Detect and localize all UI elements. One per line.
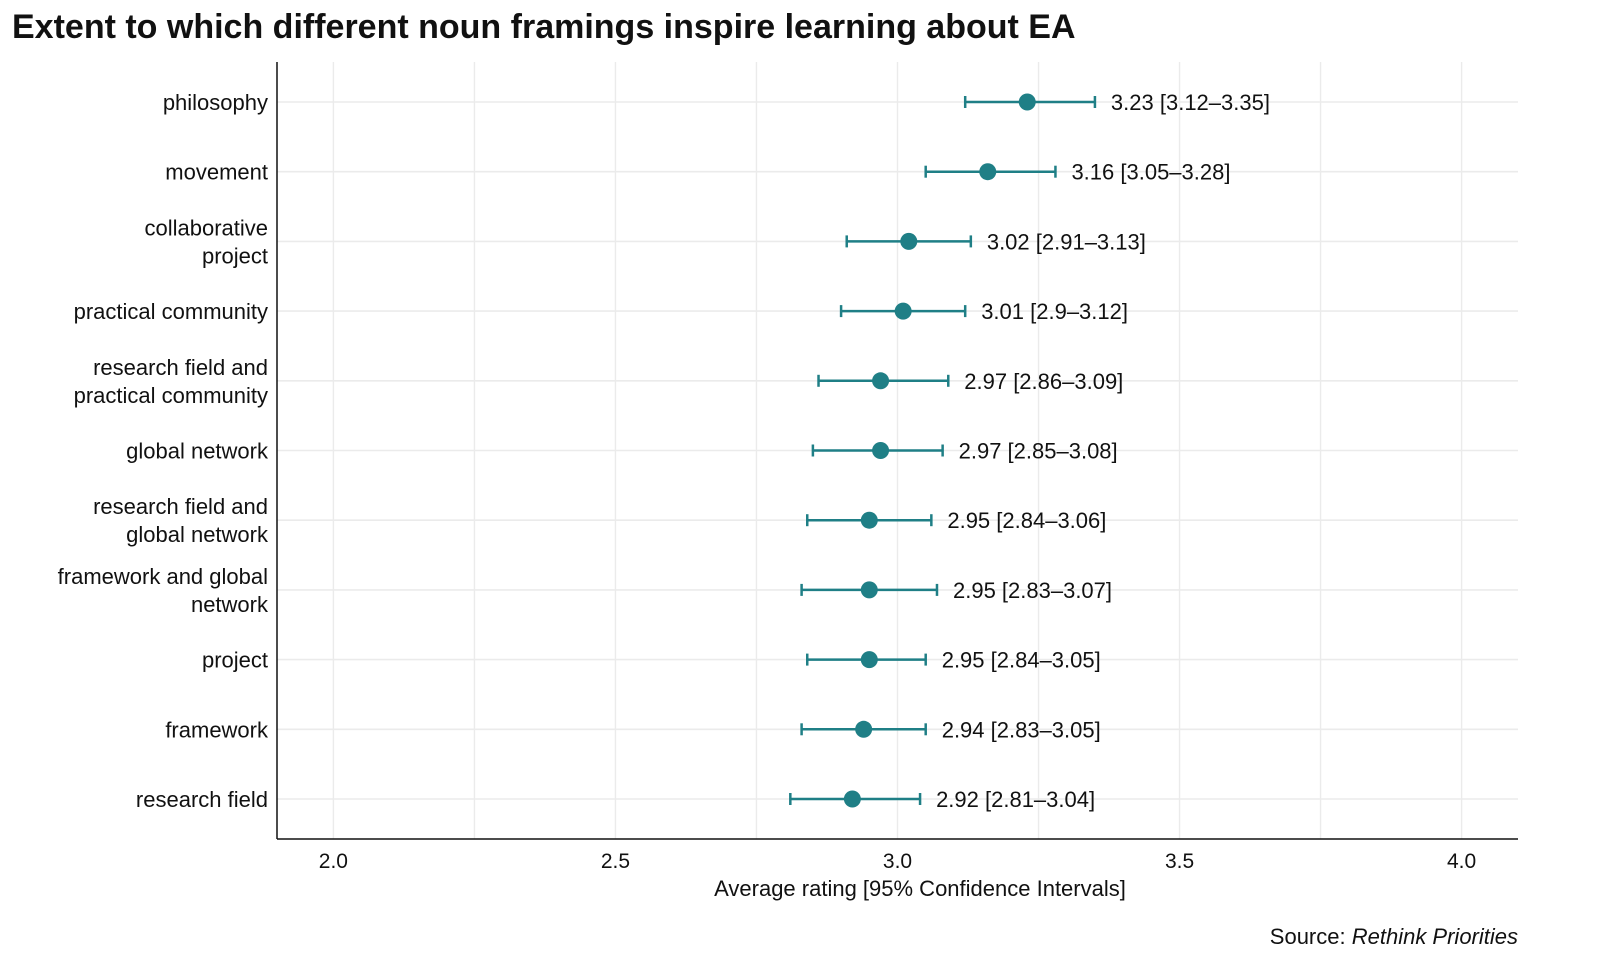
x-tick-label: 3.0 — [883, 850, 912, 873]
data-label: 3.01 [2.9–3.12] — [981, 299, 1128, 324]
data-row: research field and global network 2.95 [2.… — [93, 494, 1106, 547]
y-tick-label: framework — [165, 717, 269, 742]
x-tick-label: 4.0 — [1447, 850, 1476, 873]
y-tick-label: project — [202, 648, 268, 673]
mean-point — [894, 302, 912, 320]
x-axis-label-text: Average rating [95% Confidence Intervals… — [714, 876, 1126, 901]
data-row: global network 2.97 [2.85–3.08] — [126, 439, 1118, 464]
y-tick-label: research field and — [93, 494, 268, 519]
mean-point — [872, 442, 890, 459]
data-label: 2.97 [2.85–3.08] — [959, 439, 1118, 464]
y-tick-label: project — [202, 243, 268, 268]
x-tick-label: 2.0 — [319, 850, 348, 873]
data-row: research field and practical community 2.9… — [74, 355, 1124, 408]
mean-point — [860, 511, 878, 529]
x-tick-label: 3.5 — [1165, 850, 1194, 873]
data-label: 2.95 [2.83–3.07] — [953, 578, 1112, 603]
source-note: Source: Rethink Priorities — [1270, 924, 1518, 950]
y-tick-label: movement — [165, 160, 268, 185]
data-label: 2.95 [2.84–3.05] — [942, 648, 1101, 673]
mean-point — [860, 581, 878, 599]
x-axis-label: Average rating [95% Confidence Intervals… — [0, 876, 1600, 902]
y-tick-label: practical community — [74, 383, 268, 408]
chart-title: Extent to which different noun framings … — [12, 8, 1076, 46]
y-tick-label: research field and — [93, 355, 268, 380]
y-tick-label: research field — [136, 787, 268, 812]
data-label: 3.23 [3.12–3.35] — [1111, 90, 1270, 115]
y-tick-label: practical community — [74, 299, 268, 324]
mean-point — [1018, 93, 1036, 111]
data-row: framework and global network 2.95 [2.83–3.… — [58, 564, 1112, 617]
data-label: 2.97 [2.86–3.09] — [964, 369, 1123, 394]
data-row: philosophy 3.23 [3.12–3.35] — [163, 90, 1270, 115]
y-tick-label: global network — [126, 439, 269, 464]
data-label: 2.95 [2.84–3.06] — [947, 508, 1106, 533]
mean-point — [872, 372, 890, 390]
data-label: 2.94 [2.83–3.05] — [942, 717, 1101, 742]
source-name: Rethink Priorities — [1351, 924, 1518, 949]
data-label: 3.16 [3.05–3.28] — [1071, 160, 1230, 185]
data-row: practical community 3.01 [2.9–3.12] — [74, 299, 1128, 324]
data-label: 2.92 [2.81–3.04] — [936, 787, 1095, 812]
data-label: 3.02 [2.91–3.13] — [987, 229, 1146, 254]
x-tick-label: 2.5 — [601, 850, 630, 873]
data-row: movement 3.16 [3.05–3.28] — [165, 160, 1230, 185]
mean-point — [979, 163, 997, 181]
y-tick-label: global network — [126, 522, 269, 547]
source-prefix: Source: — [1269, 924, 1352, 949]
data-row: project 2.95 [2.84–3.05] — [202, 648, 1101, 673]
mean-point — [860, 651, 878, 669]
y-tick-label: framework and global — [58, 564, 268, 589]
mean-point — [855, 720, 873, 738]
data-row: collaborative project 3.02 [2.91–3.13] — [144, 215, 1145, 268]
y-tick-label: philosophy — [163, 90, 268, 115]
y-tick-label: collaborative — [144, 215, 268, 240]
mean-point — [900, 232, 918, 250]
data-row: research field 2.92 [2.81–3.04] — [136, 787, 1095, 812]
data-row: framework 2.94 [2.83–3.05] — [165, 717, 1100, 742]
y-tick-label: network — [191, 592, 269, 617]
mean-point — [843, 790, 861, 808]
